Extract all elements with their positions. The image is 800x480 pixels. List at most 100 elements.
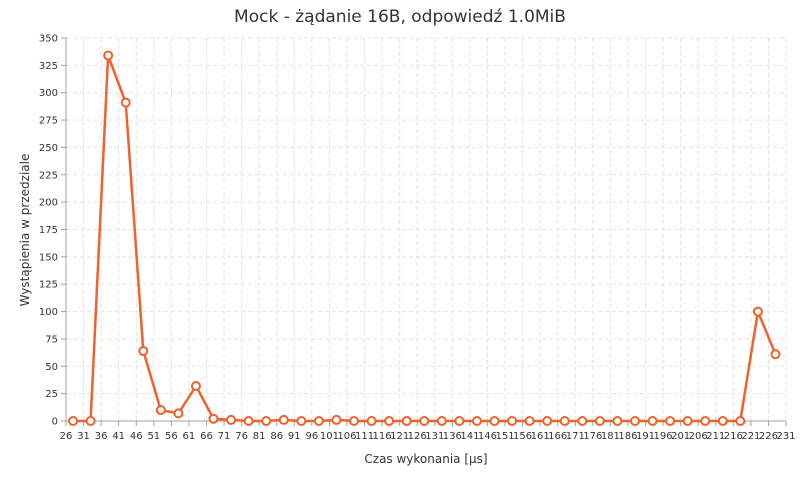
x-tick-label: 211 [706,431,725,442]
data-point[interactable] [331,414,342,425]
x-tick-label: 36 [95,431,108,442]
x-tick-label: 66 [200,431,213,442]
data-point[interactable] [629,416,640,426]
series [68,50,781,426]
x-tick-label: 191 [636,431,655,442]
y-tick-label: 25 [45,389,58,400]
data-point[interactable] [384,416,395,426]
y-tick-label: 0 [52,417,58,428]
x-tick-label: 181 [601,431,620,442]
y-tick-label: 325 [39,61,58,72]
x-tick-label: 226 [759,431,778,442]
data-point[interactable] [507,416,518,426]
y-tick-label: 50 [45,362,58,373]
x-axis-label: Czas wykonania [µs] [364,452,487,466]
data-point[interactable] [752,306,763,317]
chart-title: Mock - żądanie 16B, odpowiedź 1.0MiB [234,7,566,27]
x-tick-label: 81 [253,431,266,442]
data-point[interactable] [665,416,676,426]
data-point[interactable] [155,405,166,416]
x-tick-label: 76 [235,431,248,442]
data-point[interactable] [542,416,553,426]
x-tick-label: 146 [478,431,497,442]
data-point[interactable] [577,416,588,426]
data-point[interactable] [208,413,219,424]
x-tick-label: 196 [654,431,673,442]
data-point[interactable] [366,416,377,426]
x-tick-label: 41 [112,431,125,442]
data-point[interactable] [85,416,96,426]
x-tick-label: 121 [390,431,409,442]
data-point[interactable] [313,416,324,426]
x-tick-label: 51 [147,431,160,442]
x-tick-label: 86 [270,431,283,442]
x-tick-label: 166 [548,431,567,442]
y-tick-label: 175 [39,225,58,236]
data-point[interactable] [173,408,184,419]
x-tick-label: 156 [513,431,532,442]
data-point[interactable] [489,416,500,426]
data-point[interactable] [682,416,693,426]
y-tick-label: 150 [39,252,58,263]
y-axis-label: Wystąpienia w przedziale [18,154,32,307]
data-point[interactable] [700,416,711,426]
x-tick-label: 71 [218,431,231,442]
x-tick-label: 141 [460,431,479,442]
data-point[interactable] [419,416,430,426]
data-point[interactable] [612,416,623,426]
x-tick-label: 176 [583,431,602,442]
data-point[interactable] [647,416,658,426]
x-tick-label: 151 [495,431,514,442]
data-point[interactable] [261,416,272,426]
data-point[interactable] [559,416,570,426]
x-tick-label: 61 [183,431,196,442]
y-tick-label: 350 [39,34,58,45]
x-tick-label: 31 [77,431,90,442]
y-tick-label: 200 [39,198,58,209]
y-tick-label: 225 [39,170,58,181]
grid [66,37,787,421]
x-tick-label: 186 [618,431,637,442]
data-point[interactable] [436,416,447,426]
data-point[interactable] [735,416,746,426]
y-tick-label: 125 [39,280,58,291]
data-point[interactable] [524,416,535,426]
x-tick-label: 221 [741,431,760,442]
x-tick-label: 101 [320,431,339,442]
data-point[interactable] [103,50,114,61]
x-tick-label: 116 [373,431,392,442]
x-tick-label: 96 [305,431,318,442]
data-point[interactable] [243,416,254,426]
data-point[interactable] [278,414,289,425]
x-tick-label: 216 [724,431,743,442]
y-tick-label: 300 [39,88,58,99]
data-point[interactable] [717,416,728,426]
x-axis-ticks: 26 31 36 41 46 51 56 61 66 71 76 81 86 91 96 1011061111… [60,421,796,442]
data-point[interactable] [120,97,131,108]
data-point[interactable] [138,345,149,356]
x-tick-label: 206 [689,431,708,442]
x-tick-label: 136 [443,431,462,442]
data-point[interactable] [190,380,201,391]
x-tick-label: 26 [60,431,73,442]
x-tick-label: 111 [355,431,374,442]
x-tick-label: 56 [165,431,178,442]
x-tick-label: 201 [671,431,690,442]
y-tick-label: 100 [39,307,58,318]
y-axis-ticks: 0 25 50 75 100 125 150 175 200 225 250 275 300 325 350 [39,34,66,428]
data-point[interactable] [454,416,465,426]
data-point[interactable] [471,416,482,426]
x-tick-label: 91 [288,431,301,442]
data-point[interactable] [226,414,237,425]
data-point[interactable] [770,349,781,360]
data-point[interactable] [594,416,605,426]
data-point[interactable] [296,416,307,426]
data-point[interactable] [349,416,359,426]
x-tick-label: 126 [408,431,427,442]
y-tick-label: 75 [45,334,58,345]
data-point[interactable] [401,416,412,426]
y-tick-label: 250 [39,143,58,154]
y-tick-label: 275 [39,116,58,127]
data-point[interactable] [68,416,79,426]
